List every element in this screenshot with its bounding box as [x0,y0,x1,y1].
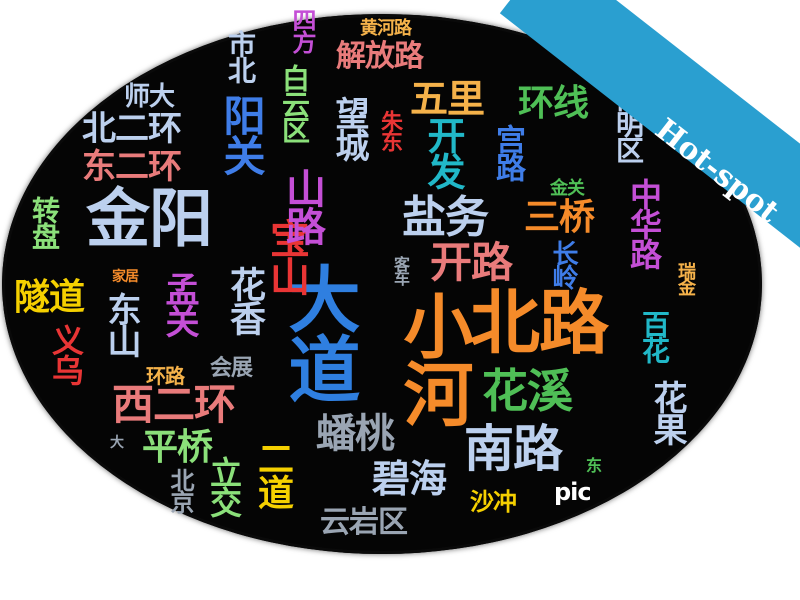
word: 大 [110,435,124,451]
word: 黄河路 [360,18,412,39]
word: 金关 [550,178,585,199]
word: 朱东 [377,110,402,150]
word: 宫路 [490,124,525,180]
word: 碧海 [372,457,447,501]
word: 白云区 [278,64,311,142]
word: 解放路 [336,39,424,74]
word: 平桥 [142,427,213,468]
word: 北二环 [82,109,182,149]
word: 南明区 [612,84,645,162]
word: 瑞金 [675,262,696,294]
word: 阳关 [217,94,266,174]
word: 云岩区 [320,505,408,540]
word: 望城 [329,96,369,160]
word: 会展 [210,356,253,381]
word: 开路 [430,238,513,287]
word: 四方 [288,8,316,52]
word: 东二环 [82,147,182,187]
word: 小河 [392,290,474,426]
word: 沙冲 [470,488,517,516]
word: 环路 [146,364,185,388]
word: 家居 [112,269,139,285]
word: 三桥 [524,197,595,238]
word: 南路 [464,420,563,478]
word: 北路 [470,282,609,364]
word: 孟关 [159,272,199,336]
word: 百花 [638,310,671,362]
word: 隧道 [14,277,85,318]
word: 五里 [410,77,485,121]
word: 中华路 [625,178,663,268]
word: pic [554,478,592,506]
word: 环线 [518,83,589,124]
word: 西二环 [112,380,236,429]
word: 开发 [421,116,465,188]
word: 花果 [647,380,687,444]
word: 盐务 [402,192,489,243]
word: 转盘 [28,196,61,248]
word: 山路 [279,168,325,244]
word: 义乌 [47,324,85,384]
word: 长岭 [548,240,578,288]
word: 立交 [205,456,243,516]
word: 东山 [101,292,141,356]
word: 金阳 [86,183,213,257]
word: 东 [586,456,602,475]
word: 宝山 [263,218,309,294]
word: 客车 [391,256,410,284]
word: 花香 [224,266,265,334]
word: 二道 [252,440,293,508]
word: 蟠桃 [316,411,395,457]
word: 北京 [166,468,194,512]
word: 花溪 [482,364,573,418]
word: 师大 [124,82,175,112]
word: 大道 [276,262,360,402]
word: 市北 [224,30,257,82]
